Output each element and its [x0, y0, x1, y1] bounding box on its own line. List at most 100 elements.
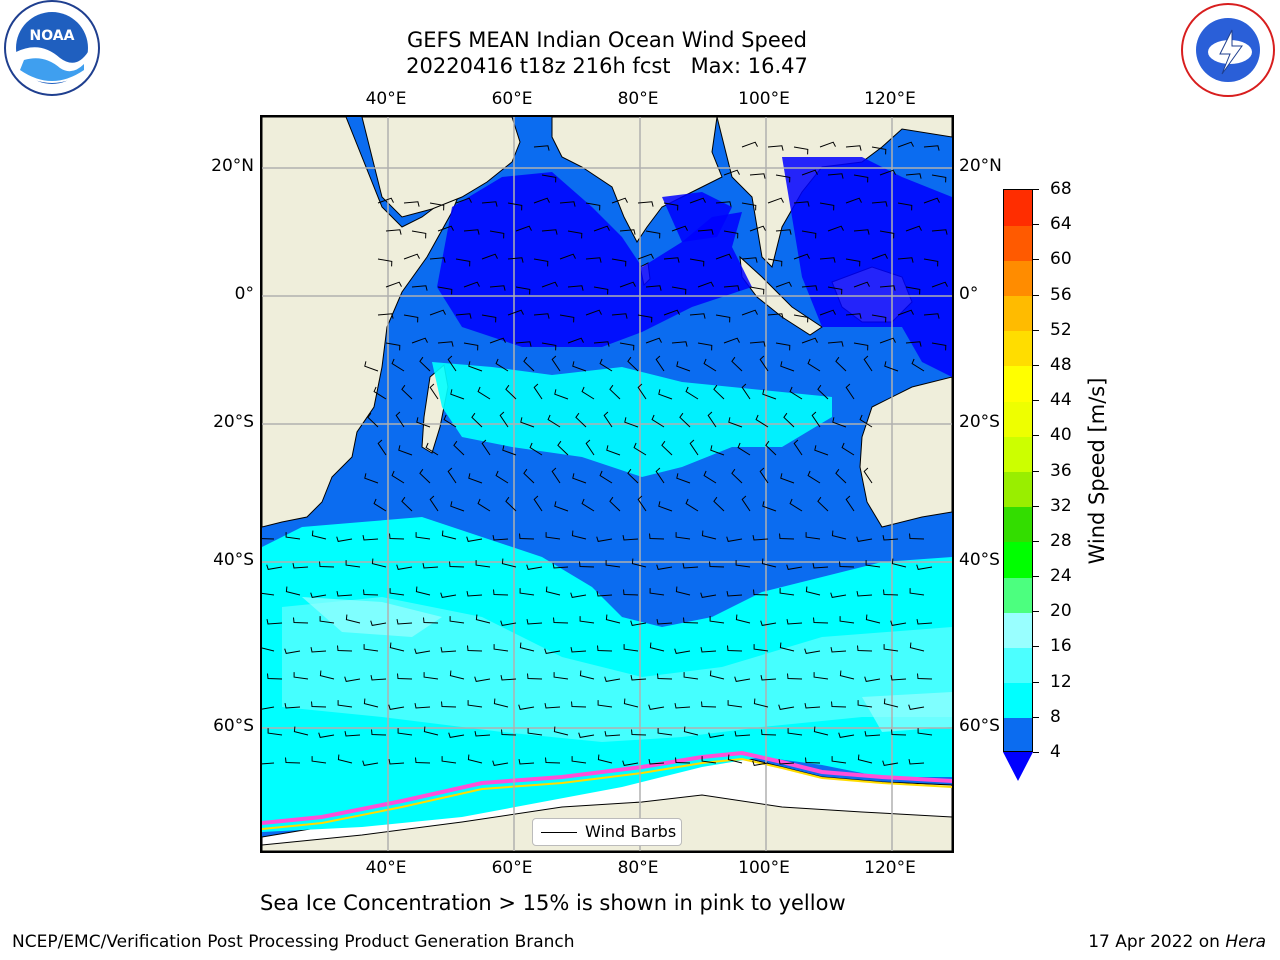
wind-barb [883, 644, 899, 652]
wind-barb [649, 642, 665, 652]
wind-barb [557, 440, 569, 456]
wind-barb [753, 644, 769, 652]
wind-barb [715, 314, 731, 323]
wind-barb [884, 361, 899, 372]
wind-barb [416, 417, 431, 428]
australia-land [859, 376, 952, 528]
wind-barb [835, 356, 847, 372]
wind-barb [440, 647, 457, 653]
wind-barb [389, 533, 405, 540]
wind-barb [447, 467, 457, 484]
wind-barb [845, 495, 855, 512]
wind-barb [767, 145, 784, 151]
wind-barb [737, 442, 751, 456]
wind-barb [388, 704, 405, 710]
wind-barb [533, 495, 543, 512]
wind-barb [723, 169, 740, 176]
wind-barb [455, 313, 472, 319]
wind-barb [676, 473, 691, 484]
wind-barb [882, 535, 899, 541]
wind-barb [830, 647, 847, 653]
wind-barb [787, 673, 803, 680]
wind-barb [411, 337, 428, 344]
wind-barb [917, 673, 933, 680]
wind-barb [533, 313, 550, 319]
wind-barb [709, 670, 725, 680]
wind-barb [749, 286, 765, 295]
colorbar-segment [1004, 717, 1032, 751]
wind-barb [645, 285, 662, 291]
wind-barb [597, 754, 613, 764]
wind-barb [671, 286, 687, 295]
wind-barb [575, 412, 587, 428]
wind-barb [519, 588, 535, 596]
wind-barb [723, 337, 740, 344]
wind-barb [337, 754, 353, 764]
wind-barb [728, 417, 743, 428]
colorbar-segment [1004, 295, 1032, 332]
lat-tick-right-60s: 60°S [959, 716, 1000, 736]
wind-barb [419, 356, 431, 372]
wind-barb [697, 281, 714, 288]
wind-barb [805, 532, 821, 540]
wind-barb [519, 533, 535, 540]
wind-barb [571, 756, 587, 764]
wind-barb [890, 620, 907, 626]
wind-barb [344, 676, 361, 682]
wind-barb [645, 337, 662, 344]
wind-barb [596, 536, 613, 542]
wind-barb [415, 586, 431, 596]
wind-barb [441, 701, 457, 708]
wind-barb [455, 197, 472, 204]
wind-barb [838, 732, 855, 738]
wind-barb [450, 501, 465, 512]
wind-barb [905, 286, 921, 295]
colorbar-segment [1004, 682, 1032, 719]
wind-barb [676, 361, 691, 372]
wind-barb [493, 589, 509, 596]
calm-zone-east [782, 157, 952, 377]
colorbar-tick [1033, 470, 1039, 472]
wind-barb [701, 756, 717, 764]
wind-barb [909, 533, 925, 540]
wind-barb [471, 412, 483, 428]
calm-zone-bay [662, 192, 732, 242]
wind-barb [593, 286, 609, 295]
wind-barb [845, 197, 862, 204]
wind-barb [401, 384, 413, 400]
map-legend: Wind Barbs [532, 818, 682, 846]
wind-barb [553, 617, 569, 624]
wind-barb [552, 563, 569, 569]
wind-barb [414, 703, 431, 709]
wind-barb [437, 225, 454, 232]
wind-barb [293, 726, 309, 736]
wind-barb [533, 383, 543, 400]
wind-barb [463, 229, 480, 235]
wind-barb [544, 703, 561, 709]
wind-barb [813, 726, 829, 736]
wind-barb [559, 253, 576, 260]
sea-ice-footnote: Sea Ice Concentration > 15% is shown in … [260, 891, 846, 915]
wind-barb [674, 703, 691, 709]
wind-barb [853, 174, 869, 183]
wind-barb [793, 253, 810, 260]
wind-barb [633, 442, 647, 456]
wind-barb [285, 532, 301, 540]
wind-barb [762, 501, 777, 512]
wind-barb [811, 411, 821, 428]
wind-barb [708, 732, 725, 738]
wind-barb [663, 202, 679, 211]
wind-barb [599, 470, 613, 484]
wind-barb [679, 412, 691, 428]
wind-barb [415, 532, 431, 540]
lat-tick-left-40s: 40°S [213, 550, 254, 570]
wind-barb [805, 757, 821, 764]
wind-barb [396, 619, 413, 625]
wind-barb [319, 616, 335, 624]
wind-barb [437, 286, 453, 295]
wind-barb [675, 586, 691, 596]
wind-barb [467, 645, 483, 652]
wind-barb [344, 731, 361, 737]
wind-barb [689, 313, 706, 319]
wind-barb [403, 253, 420, 260]
